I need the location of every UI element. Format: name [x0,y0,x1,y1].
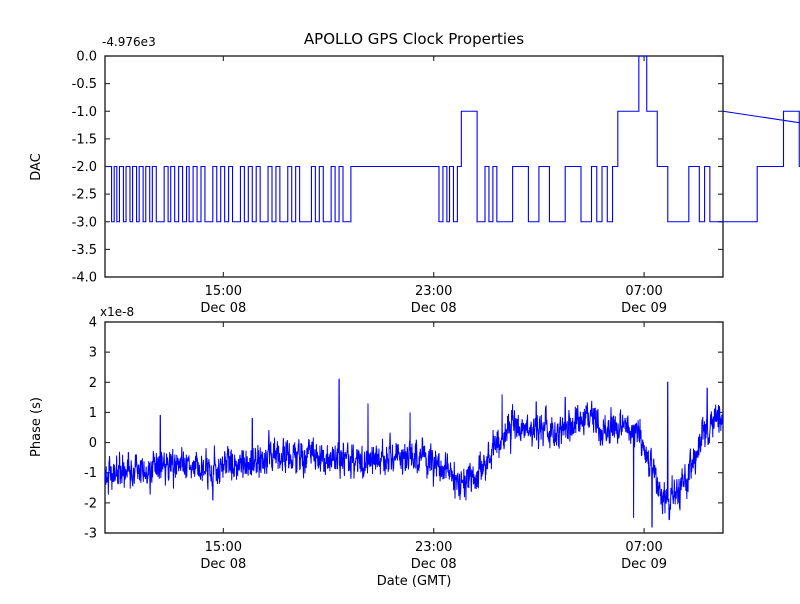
dac-axis-label: DAC [29,153,44,181]
phase-trace [104,378,724,528]
dac-panel-xtick-time: 23:00 [415,284,452,299]
dac-panel-xtick-date: Dec 08 [200,301,246,316]
phase-panel-ytick-label: -1 [84,466,97,481]
phase-panel-ytick-label: 2 [89,376,97,391]
phase-panel-xtick-time: 15:00 [205,540,242,555]
dac-panel-ytick-label: -2.5 [72,188,97,203]
phase-panel-xtick-time: 23:00 [415,540,452,555]
phase-multiplier-label: x1e-8 [100,305,134,319]
dac-panel-ytick-label: -2.0 [72,160,97,175]
dac-panel-xtick-date: Dec 09 [621,301,667,316]
phase-panel-frame [104,321,724,534]
phase-axis-label: Phase (s) [29,397,44,457]
dac-panel-ytick-label: -0.5 [72,77,97,92]
phase-panel-xtick-time: 07:00 [625,540,662,555]
phase-panel-ytick-label: 3 [89,346,97,361]
phase-panel-ytick-label: 1 [89,406,97,421]
phase-panel-ytick-label: 4 [89,316,97,331]
dac-panel [104,55,800,278]
phase-panel-xtick-date: Dec 08 [411,557,457,572]
phase-panel [104,321,724,534]
phase-panel-ytick-label: 0 [89,436,97,451]
phase-panel-ytick-label: -3 [84,527,97,542]
figure-title: APOLLO GPS Clock Properties [304,30,524,48]
phase-panel-xtick-date: Dec 08 [200,557,246,572]
dac-offset-label: -4.976e3 [102,35,156,49]
dac-panel-ytick-label: -3.0 [72,215,97,230]
dac-panel-ytick-label: -1.0 [72,105,97,120]
phase-panel-ytick-label: -2 [84,496,97,511]
dac-panel-ytick-label: -4.0 [72,271,97,286]
dac-panel-ytick-label: -3.5 [72,243,97,258]
dac-panel-ytick-label: -1.5 [72,132,97,147]
phase-xaxis-label: Date (GMT) [377,574,452,589]
dac-panel-xtick-time: 15:00 [205,284,242,299]
dac-panel-ytick-label: 0.0 [76,50,97,65]
phase-panel-xtick-date: Dec 09 [621,557,667,572]
dac-panel-xtick-date: Dec 08 [411,301,457,316]
dac-panel-xtick-time: 07:00 [625,284,662,299]
dac-trace [107,55,800,223]
